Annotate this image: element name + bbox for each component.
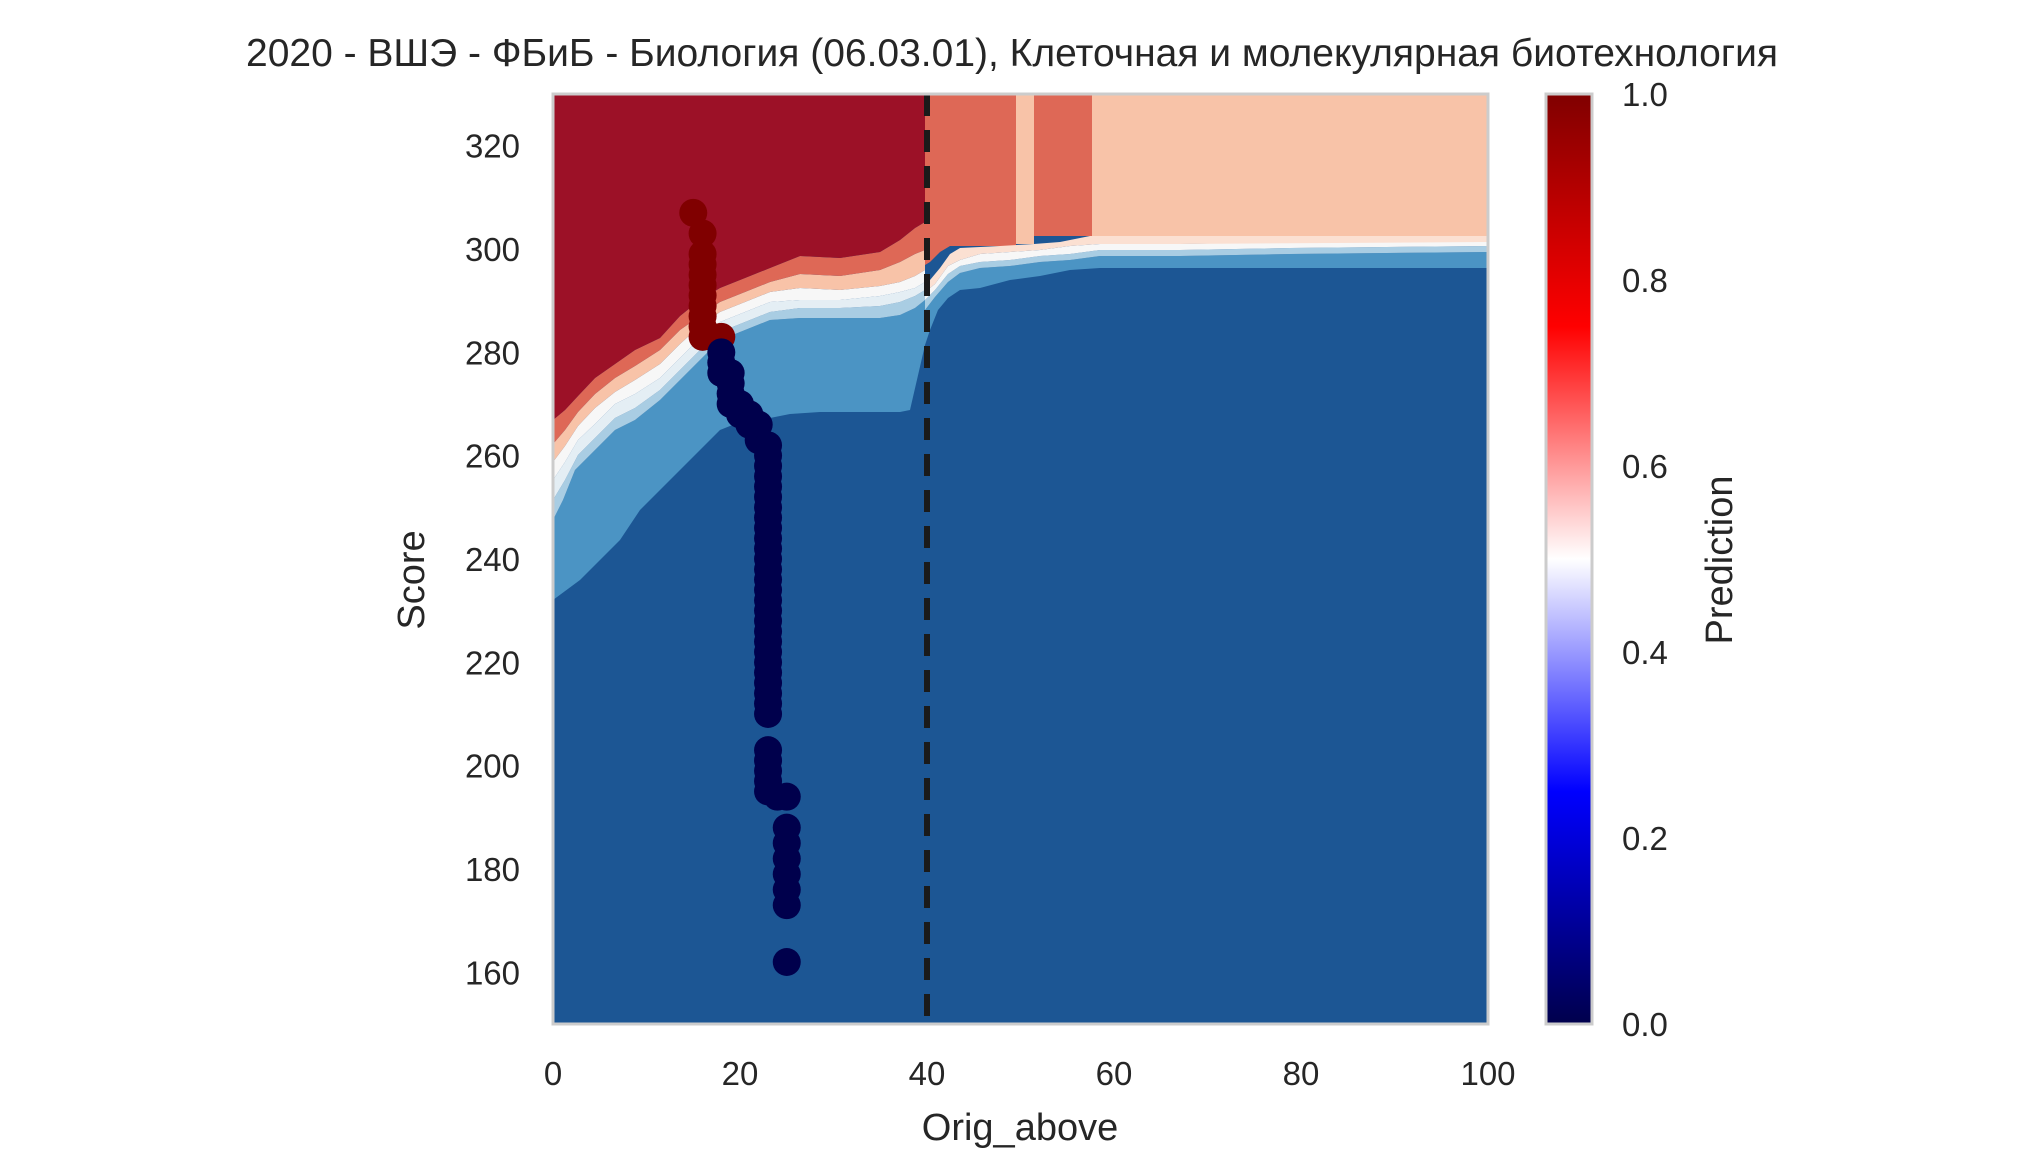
scatter-point-high (688, 219, 717, 248)
colorbar-label: Prediction (1699, 476, 1741, 645)
contour-band-right-peach (925, 236, 1488, 292)
plot-frame (551, 92, 1490, 1026)
y-tick-label: 220 (465, 644, 520, 681)
scatter-point-low (754, 700, 783, 728)
y-tick-label: 240 (465, 541, 520, 578)
y-tick-label: 280 (465, 334, 520, 371)
x-tick-label: 40 (909, 1055, 946, 1092)
x-tick-label: 100 (1460, 1055, 1515, 1092)
contour-band-right-pale (925, 246, 1488, 310)
scatter-point-low (772, 782, 801, 811)
contour-band-right-light (1090, 94, 1488, 242)
y-axis-ticks: 160 180 200 220 240 260 280 300 320 (465, 128, 520, 992)
contour-band-left-blue-mid (553, 300, 925, 600)
scatter-point-low (772, 891, 801, 920)
y-tick-label: 200 (465, 748, 520, 785)
chart-title: 2020 - ВШЭ - ФБиБ - Биология (06.03.01),… (246, 32, 1778, 75)
x-tick-label: 0 (544, 1055, 562, 1092)
x-tick-label: 80 (1283, 1055, 1320, 1092)
scatter-point-low (772, 948, 801, 976)
contour-band-left-peach (553, 250, 925, 462)
contour-band-strip-2 (1016, 94, 1034, 244)
contour-band-top-join (925, 94, 950, 265)
contour-band-left-pale (553, 290, 925, 520)
colorbar-tick-label: 1.0 (1622, 76, 1668, 113)
y-tick-label: 160 (465, 954, 520, 991)
x-axis-label: Orig_above (922, 1107, 1118, 1149)
plot-area (553, 94, 1488, 1024)
contour-band-strip-3 (1034, 94, 1092, 236)
contour-band-left-dark-red (553, 94, 925, 420)
contour-band-right-mid (925, 252, 1488, 345)
colorbar-tick-label: 0.0 (1622, 1006, 1668, 1043)
x-axis-ticks: 0 20 40 60 80 100 (544, 1055, 1516, 1092)
contour-band-left-white (553, 270, 925, 480)
contour-band-strip-1 (950, 94, 1016, 246)
colorbar-tick-label: 0.6 (1622, 448, 1668, 485)
y-tick-label: 260 (465, 438, 520, 475)
scatter-points (679, 198, 801, 976)
colorbar-tick-label: 0.4 (1622, 634, 1668, 671)
x-tick-label: 20 (722, 1055, 759, 1092)
y-tick-label: 300 (465, 231, 520, 268)
contour-band-left-light (553, 282, 925, 500)
colorbar (1544, 92, 1594, 1026)
y-tick-label: 320 (465, 128, 520, 165)
colorbar-tick-label: 0.2 (1622, 820, 1668, 857)
x-tick-label: 60 (1096, 1055, 1133, 1092)
y-tick-label: 180 (465, 851, 520, 888)
y-axis-label: Score (391, 530, 433, 629)
colorbar-ticks: 0.0 0.2 0.4 0.6 0.8 1.0 (1622, 76, 1668, 1043)
colorbar-tick-label: 0.8 (1622, 262, 1668, 299)
